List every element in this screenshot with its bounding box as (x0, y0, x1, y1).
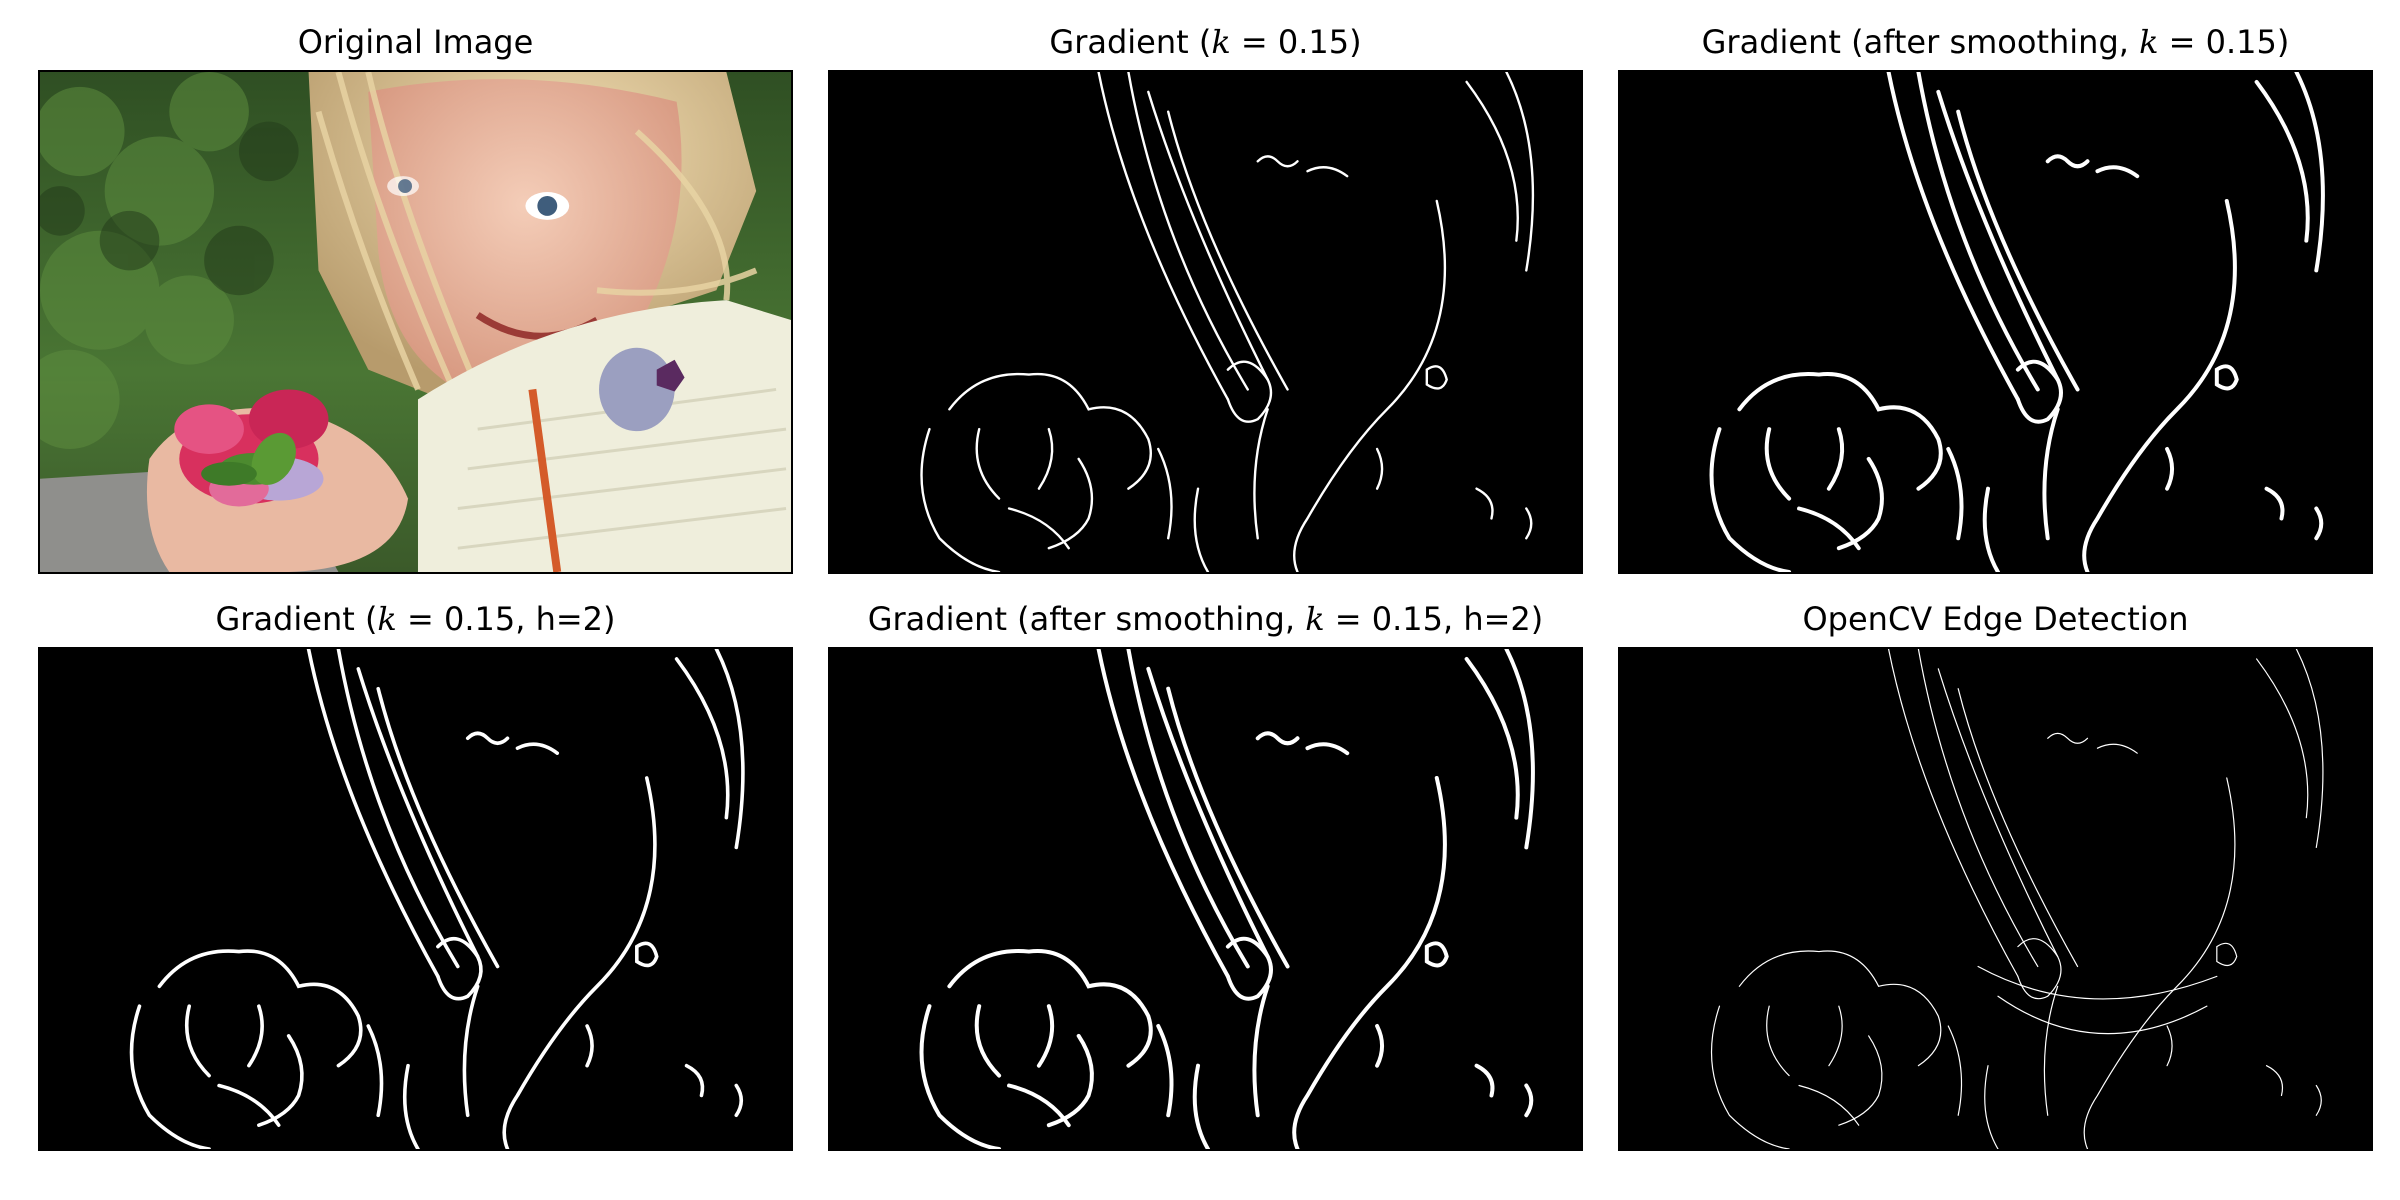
original-photo (38, 70, 793, 574)
panel-gradient: Gradient (k = 0.15) (828, 20, 1583, 576)
edge-map-gradient (828, 70, 1583, 574)
edge-lines (830, 649, 1581, 1149)
edge-map-gradient-h2 (38, 647, 793, 1151)
panel-title-opencv: OpenCV Edge Detection (1802, 600, 2189, 638)
panel-title-gradient-h2: Gradient (k = 0.15, h=2) (215, 600, 616, 638)
photo-illustration (40, 72, 791, 572)
edge-lines (830, 72, 1581, 572)
panel-opencv-edges: OpenCV Edge Detection (1618, 597, 2373, 1153)
panel-gradient-h2: Gradient (k = 0.15, h=2) (38, 597, 793, 1153)
panel-original-image: Original Image (38, 20, 793, 576)
panel-gradient-smoothed: Gradient (after smoothing, k = 0.15) (1618, 20, 2373, 576)
panel-gradient-smoothed-h2: Gradient (after smoothing, k = 0.15, h=2… (828, 597, 1583, 1153)
panel-title-original: Original Image (297, 23, 534, 61)
edge-map-gradient-smoothed (1618, 70, 2373, 574)
edge-lines (40, 649, 791, 1149)
panel-title-gradient-smoothed: Gradient (after smoothing, k = 0.15) (1701, 23, 2290, 61)
panel-title-gradient: Gradient (k = 0.15) (1049, 23, 1362, 61)
edge-lines (1620, 72, 2371, 572)
edge-map-opencv (1618, 647, 2373, 1151)
panel-title-gradient-smoothed-h2: Gradient (after smoothing, k = 0.15, h=2… (867, 600, 1544, 638)
edge-map-gradient-smoothed-h2 (828, 647, 1583, 1151)
edge-lines (1620, 649, 2371, 1149)
